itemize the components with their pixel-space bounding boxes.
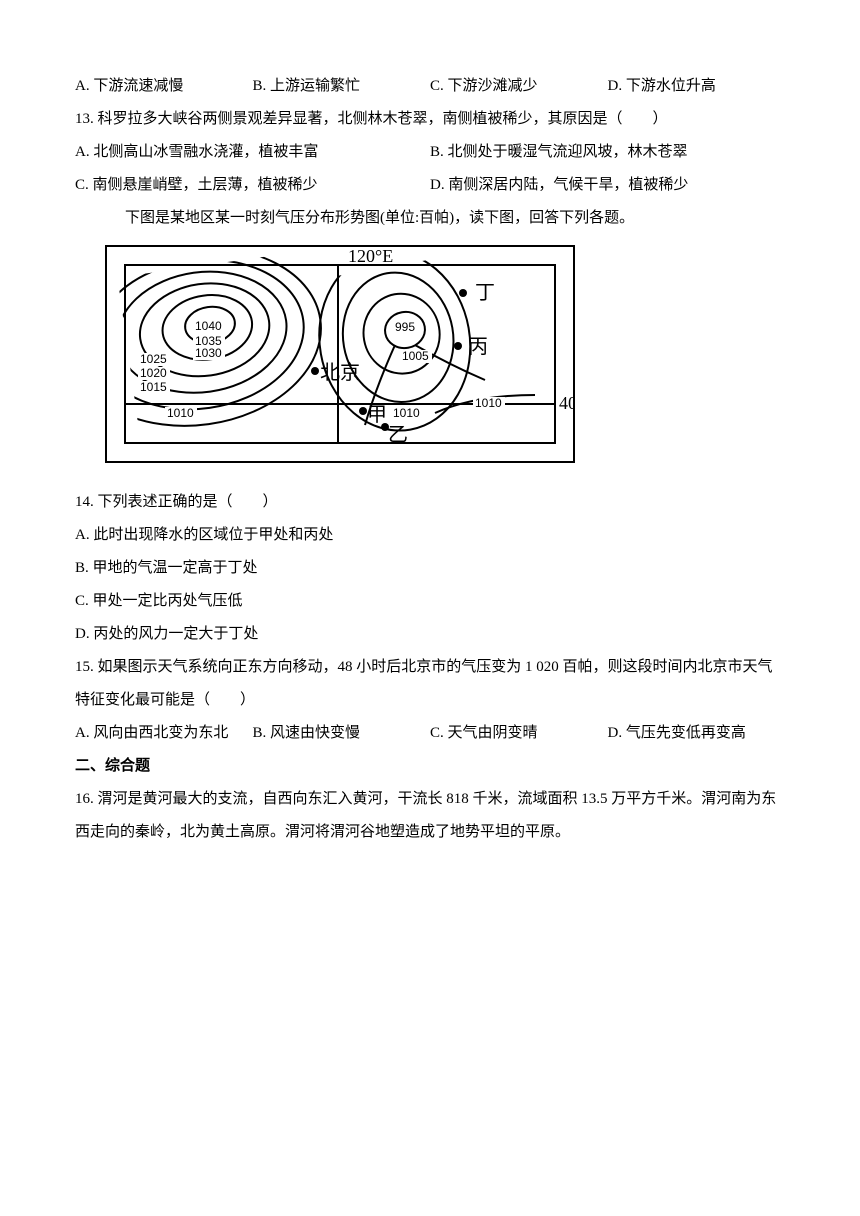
- q15-option-d: D. 气压先变低再变高: [608, 717, 786, 750]
- isobar-diagram: 120°E40°N1040103510301025102010151010995…: [105, 245, 785, 476]
- svg-text:995: 995: [395, 320, 415, 334]
- q12-options: A. 下游流速减慢 B. 上游运输繁忙 C. 下游沙滩减少 D. 下游水位升高: [75, 70, 785, 103]
- q16-text: 16. 渭河是黄河最大的支流，自西向东汇入黄河，干流长 818 千米，流域面积 …: [75, 783, 785, 849]
- svg-text:北京: 北京: [320, 361, 360, 384]
- q12-option-a: A. 下游流速减慢: [75, 70, 253, 103]
- svg-text:1020: 1020: [140, 366, 167, 380]
- q15-option-b: B. 风速由快变慢: [253, 717, 431, 750]
- svg-text:1010: 1010: [393, 406, 420, 420]
- svg-text:甲: 甲: [367, 404, 387, 426]
- svg-text:1040: 1040: [195, 319, 222, 333]
- q13-stem: 13. 科罗拉多大峡谷两侧景观差异显著，北侧林木苍翠，南侧植被稀少，其原因是（ …: [75, 103, 785, 136]
- q14-option-a: A. 此时出现降水的区域位于甲处和丙处: [75, 519, 785, 552]
- q15-option-c: C. 天气由阴变晴: [430, 717, 608, 750]
- q12-option-d: D. 下游水位升高: [608, 70, 786, 103]
- svg-text:乙: 乙: [388, 424, 408, 446]
- svg-text:1005: 1005: [402, 349, 429, 363]
- q12-option-b: B. 上游运输繁忙: [253, 70, 431, 103]
- q13-option-c: C. 南侧悬崖峭壁，土层薄，植被稀少: [75, 169, 430, 202]
- q13-option-b: B. 北侧处于暖湿气流迎风坡，林木苍翠: [430, 136, 785, 169]
- q14-option-d: D. 丙处的风力一定大于丁处: [75, 618, 785, 651]
- svg-text:1010: 1010: [475, 396, 502, 410]
- svg-text:1030: 1030: [195, 346, 222, 360]
- svg-text:1025: 1025: [140, 352, 167, 366]
- diagram-intro: 下图是某地区某一时刻气压分布形势图(单位:百帕)，读下图，回答下列各题。: [75, 202, 785, 235]
- q14-stem: 14. 下列表述正确的是（ ）: [75, 486, 785, 519]
- q15-option-a: A. 风向由西北变为东北: [75, 717, 253, 750]
- svg-text:120°E: 120°E: [348, 246, 393, 266]
- q13-option-d: D. 南侧深居内陆，气候干旱，植被稀少: [430, 169, 785, 202]
- q14-option-c: C. 甲处一定比丙处气压低: [75, 585, 785, 618]
- q12-option-c: C. 下游沙滩减少: [430, 70, 608, 103]
- q14-option-b: B. 甲地的气温一定高于丁处: [75, 552, 785, 585]
- svg-text:丁: 丁: [475, 282, 495, 304]
- q13-options: A. 北侧高山冰雪融水浇灌，植被丰富 B. 北侧处于暖湿气流迎风坡，林木苍翠 C…: [75, 136, 785, 202]
- q15-stem: 15. 如果图示天气系统向正东方向移动，48 小时后北京市的气压变为 1 020…: [75, 651, 785, 717]
- svg-text:40°N: 40°N: [559, 393, 575, 413]
- svg-text:丙: 丙: [468, 336, 488, 358]
- q15-options: A. 风向由西北变为东北 B. 风速由快变慢 C. 天气由阴变晴 D. 气压先变…: [75, 717, 785, 750]
- q13-option-a: A. 北侧高山冰雪融水浇灌，植被丰富: [75, 136, 430, 169]
- svg-text:1010: 1010: [167, 406, 194, 420]
- section-2-title: 二、综合题: [75, 750, 785, 783]
- svg-text:1015: 1015: [140, 380, 167, 394]
